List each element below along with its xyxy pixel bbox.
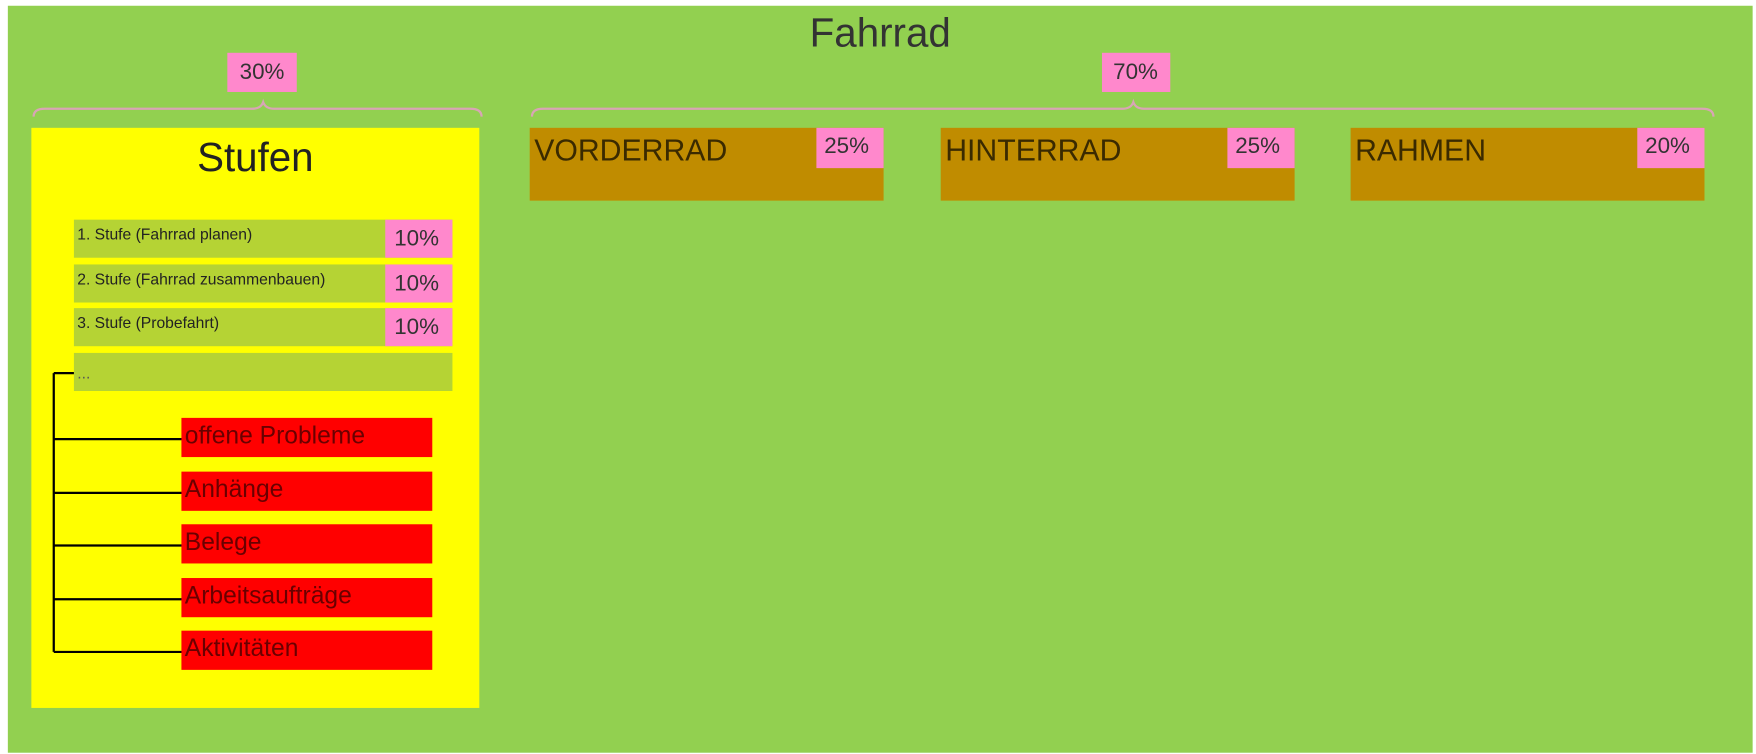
- stage-percent: 10%: [394, 314, 439, 339]
- item-box: [181, 630, 433, 670]
- stage-label: 1. Stufe (Fahrrad planen): [77, 226, 252, 243]
- stage-percent: 10%: [394, 226, 439, 251]
- item-box: [181, 471, 433, 511]
- component-name: VORDERRAD: [534, 134, 727, 167]
- item-label: Belege: [185, 529, 262, 556]
- dynamic-group: 1. Stufe (Fahrrad planen) 10% 2. Stufe (Fa…: [52, 127, 1705, 670]
- right-percent: 70%: [1113, 59, 1158, 84]
- item-box: [181, 417, 433, 458]
- title: Fahrrad: [810, 11, 951, 56]
- percent-box: [385, 308, 453, 347]
- item-box: [181, 578, 433, 618]
- stage-label: 3. Stufe (Probefahrt): [77, 315, 219, 332]
- brace: [32, 98, 483, 117]
- item-label: offene Probleme: [185, 422, 365, 449]
- left-percent: 30%: [240, 59, 285, 84]
- more-label: ...: [77, 365, 90, 382]
- component-name: HINTERRAD: [945, 134, 1121, 167]
- item-label: Aktivitäten: [185, 635, 299, 662]
- stage-row: [73, 352, 453, 391]
- percent-box: [1227, 127, 1295, 169]
- stage-percent: 10%: [394, 271, 439, 296]
- item-box: [181, 524, 433, 564]
- percent-box: [227, 52, 297, 92]
- component-percent: 25%: [824, 133, 869, 158]
- component-name: RAHMEN: [1355, 134, 1486, 167]
- item-label: Arbeitsaufträge: [185, 583, 352, 610]
- stage-label: 2. Stufe (Fahrrad zusammenbauen): [77, 271, 325, 288]
- panel-title: Stufen: [197, 135, 314, 180]
- component-percent: 20%: [1645, 133, 1690, 158]
- percent-box: [385, 264, 453, 303]
- percent-box: [816, 127, 884, 169]
- item-label: Anhänge: [185, 476, 284, 503]
- percent-box: [1101, 52, 1171, 92]
- percent-box: [1637, 127, 1705, 169]
- component-percent: 25%: [1235, 133, 1280, 158]
- percent-box: [385, 219, 453, 258]
- brace: [530, 98, 1715, 117]
